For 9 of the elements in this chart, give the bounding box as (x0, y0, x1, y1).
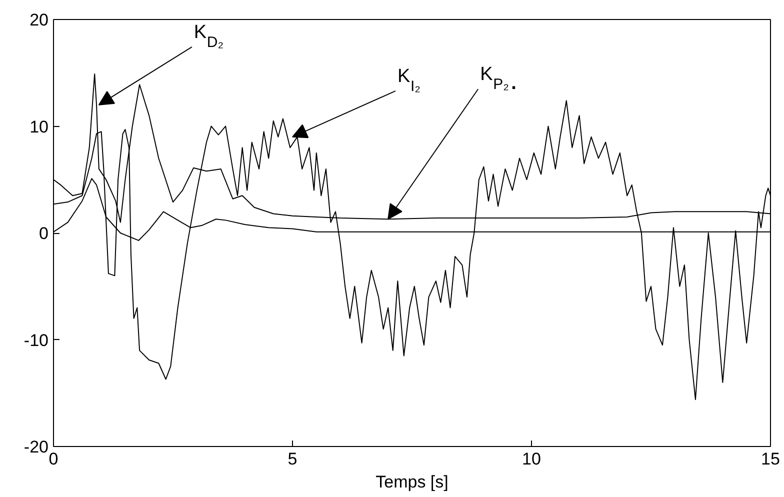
x-tick-label: 10 (522, 450, 541, 468)
y-tick-label: 20 (30, 10, 49, 30)
y-tick-label: -20 (24, 438, 49, 456)
y-tick-label: -10 (24, 330, 49, 350)
x-axis-title: Temps [s] (376, 472, 448, 492)
y-tick-label: 10 (30, 117, 49, 136)
x-tick-label: 15 (761, 450, 780, 468)
x-tick-label: 5 (288, 450, 298, 468)
y-tick-label: 0 (39, 224, 49, 243)
